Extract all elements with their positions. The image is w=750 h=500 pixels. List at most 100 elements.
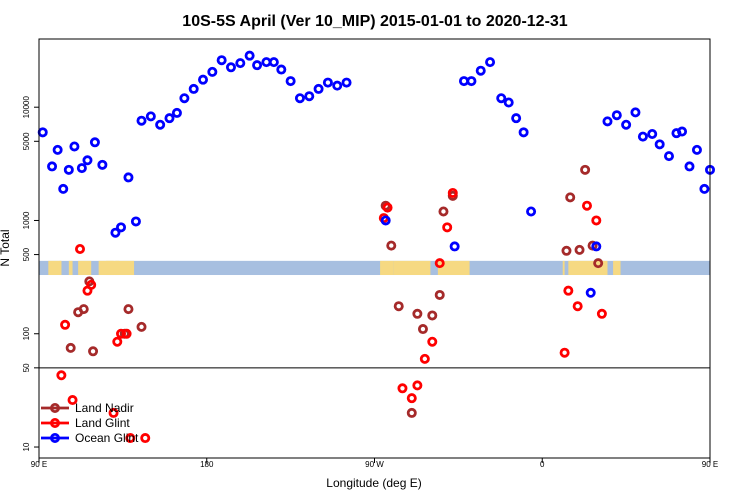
land-glint-point [121,328,132,339]
land-glint-point [125,433,136,444]
x-tick-label: 180 [200,460,214,469]
land-glint-point [406,393,417,404]
land-glint-point [86,279,97,290]
y-tick-label: 50 [22,363,31,372]
ocean-glint-point [171,107,182,118]
ocean-glint-point [164,113,175,124]
land-nadir-point [574,244,585,255]
land-glint-point [75,243,86,254]
ocean-glint-point [503,97,514,108]
ocean-glint-point [647,128,658,139]
ocean-glint-point [58,183,69,194]
land-glint-point [67,395,78,406]
x-tick-label: 0 [540,460,545,469]
ocean-glint-point [677,126,688,137]
ocean-glint-point [313,83,324,94]
ocean-glint-point [130,216,141,227]
ocean-glint-point [637,131,648,142]
land-nadir-point [427,310,438,321]
ocean-glint-point [466,76,477,87]
legend-label: Land Nadir [75,401,134,415]
ocean-glint-point [526,206,537,217]
land-nadir-point [386,240,397,251]
map-land-patch [613,260,621,276]
land-glint-point [442,222,453,233]
land-nadir-point [593,258,604,269]
land-glint-point [559,347,570,358]
ocean-glint-point [475,65,486,76]
land-glint-point [397,383,408,394]
ocean-glint-point [52,144,63,155]
ocean-glint-point [47,161,58,172]
ocean-glint-point [654,139,665,150]
land-glint-point [572,301,583,312]
land-glint-point [382,202,393,213]
y-tick-label: 100 [22,327,31,341]
y-tick-label: 10 [22,442,31,451]
map-land-patch [562,260,565,276]
legend-marker [50,402,61,413]
ocean-glint-point [198,74,209,85]
land-glint-point [596,308,607,319]
ocean-glint-point [216,55,227,66]
y-tick-label: 10000 [22,96,31,119]
land-nadir-point [412,308,423,319]
ocean-glint-point [136,115,147,126]
ocean-glint-point [145,111,156,122]
ocean-glint-point [285,76,296,87]
land-nadir-point [78,304,89,315]
map-land-patch [568,260,608,276]
land-glint-point [140,433,151,444]
ocean-glint-point [268,57,279,68]
land-glint-point [427,336,438,347]
legend-label: Ocean Glint [75,431,139,445]
ocean-glint-point [591,241,602,252]
land-nadir-point [417,324,428,335]
land-glint-point [60,319,71,330]
map-land-patch [78,260,92,276]
chart-title: 10S-5S April (Ver 10_MIP) 2015-01-01 to … [182,13,567,30]
ocean-glint-point [235,58,246,69]
y-tick-label: 5000 [22,132,31,150]
land-glint-point [108,407,119,418]
land-glint-point [591,215,602,226]
ocean-glint-point [82,155,93,166]
ocean-glint-point [123,172,134,183]
legend-label: Land Glint [75,416,130,430]
map-land-patch [68,260,73,276]
map-land-patch [48,260,62,276]
ocean-glint-point [116,222,127,233]
ocean-glint-point [663,151,674,162]
land-glint-point [581,200,592,211]
ocean-glint-point [294,93,305,104]
ocean-glint-point [89,137,100,148]
land-glint-point [112,336,123,347]
ocean-glint-point [97,159,108,170]
y-axis: 10 50 100 500 1000 5000 10000 [22,96,39,451]
ocean-glint-point [252,60,263,71]
map-land-patch [437,260,470,276]
ocean-glint-point [380,215,391,226]
land-glint-point [412,380,423,391]
ocean-glint-point [37,127,48,138]
data-points [37,50,716,444]
ocean-glint-point [611,110,622,121]
land-glint-point [56,370,67,381]
legend-marker [50,432,61,443]
land-nadir-point [565,192,576,203]
plot-frame [38,38,711,459]
ocean-glint-point [276,64,287,75]
map-land-patch [115,260,135,276]
ocean-glint-point [630,107,641,118]
legend-marker [50,417,61,428]
ocean-glint-point [63,164,74,175]
land-nadir-point [561,245,572,256]
ocean-glint-point [179,93,190,104]
ocean-glint-point [304,91,315,102]
land-nadir-point [393,301,404,312]
y-tick-label: 500 [22,247,31,261]
ocean-glint-point [518,127,529,138]
ocean-glint-point [207,66,218,77]
